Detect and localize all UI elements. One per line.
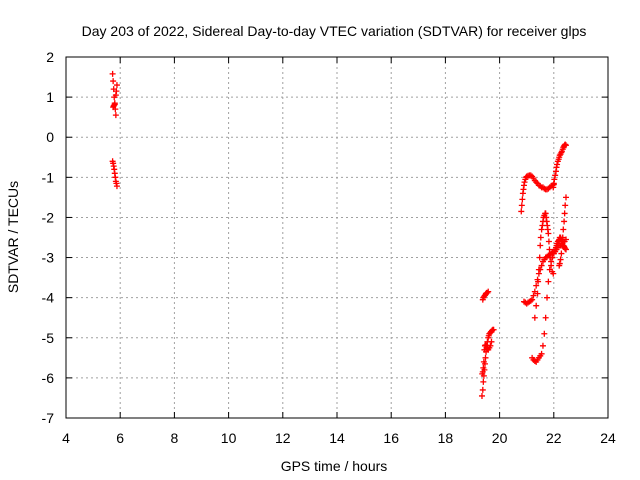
data-point xyxy=(530,292,537,299)
data-point xyxy=(545,230,552,237)
data-point xyxy=(545,278,552,285)
data-point xyxy=(552,172,559,179)
y-tick-label: -1 xyxy=(42,169,55,185)
data-point xyxy=(538,262,545,269)
x-tick-label: 6 xyxy=(116,430,124,446)
data-point xyxy=(111,101,118,108)
x-tick-label: 24 xyxy=(600,430,616,446)
data-points xyxy=(109,70,569,399)
data-point xyxy=(113,82,120,89)
data-point xyxy=(562,141,569,148)
data-point xyxy=(546,246,553,253)
data-point xyxy=(481,346,488,353)
x-tick-label: 18 xyxy=(438,430,454,446)
y-tick-label: 1 xyxy=(46,89,54,105)
data-point xyxy=(480,358,487,365)
x-tick-label: 22 xyxy=(546,430,562,446)
x-tick-label: 4 xyxy=(62,430,70,446)
y-tick-label: -6 xyxy=(42,370,55,386)
data-point xyxy=(110,78,117,85)
data-point xyxy=(556,262,563,269)
y-tick-labels: 2 1 0 -1 -2 -3 -4 -5 -6 -7 xyxy=(42,49,55,426)
data-point xyxy=(548,262,555,269)
data-point xyxy=(558,242,565,249)
data-point xyxy=(542,314,549,321)
data-point xyxy=(554,161,561,168)
y-tick-label: -3 xyxy=(42,250,55,266)
data-point xyxy=(541,330,548,337)
data-point xyxy=(535,278,542,285)
data-point xyxy=(539,342,546,349)
x-tick-label: 12 xyxy=(275,430,291,446)
data-point xyxy=(518,208,525,215)
data-point xyxy=(485,288,492,295)
data-point xyxy=(561,210,568,217)
y-tick-label: 2 xyxy=(46,49,54,65)
data-point xyxy=(529,296,536,303)
data-point xyxy=(562,202,569,209)
y-tick-label: -5 xyxy=(42,330,55,346)
data-point xyxy=(559,234,566,241)
y-tick-label: -4 xyxy=(42,290,55,306)
data-point xyxy=(113,183,120,190)
data-point xyxy=(490,326,497,333)
y-tick-label: -2 xyxy=(42,209,55,225)
data-point xyxy=(484,289,491,296)
data-point xyxy=(534,290,541,297)
data-point xyxy=(531,314,538,321)
y-tick-label: 0 xyxy=(46,129,54,145)
data-point xyxy=(112,112,119,119)
data-point xyxy=(113,88,120,95)
data-point xyxy=(535,266,542,273)
data-point xyxy=(482,354,489,361)
data-point xyxy=(537,234,544,241)
data-point xyxy=(538,350,545,357)
data-point xyxy=(488,338,495,345)
x-tick-label: 16 xyxy=(383,430,399,446)
y-axis-title: SDTVAR / TECUs xyxy=(5,181,21,293)
data-point xyxy=(533,302,540,309)
x-tick-label: 10 xyxy=(221,430,237,446)
grid xyxy=(66,57,608,418)
data-point xyxy=(484,346,491,353)
data-point xyxy=(479,370,486,377)
x-tick-label: 8 xyxy=(171,430,179,446)
data-point xyxy=(519,196,526,203)
data-point xyxy=(561,218,568,225)
data-point xyxy=(478,392,485,399)
data-point xyxy=(562,245,569,252)
data-point xyxy=(544,294,551,301)
x-tick-label: 14 xyxy=(329,430,345,446)
data-point xyxy=(560,226,567,233)
data-point xyxy=(557,256,564,263)
x-tick-label: 20 xyxy=(492,430,508,446)
data-point xyxy=(538,226,545,233)
data-point xyxy=(547,254,554,261)
data-point xyxy=(550,270,557,277)
data-point xyxy=(551,176,558,183)
data-point xyxy=(480,378,487,385)
data-point xyxy=(109,70,116,77)
data-point xyxy=(521,179,528,186)
data-point xyxy=(562,142,569,149)
data-point xyxy=(558,250,565,257)
chart-title: Day 203 of 2022, Sidereal Day-to-day VTE… xyxy=(82,23,587,39)
axis-ticks xyxy=(65,56,609,419)
x-axis-title: GPS time / hours xyxy=(281,458,388,474)
data-point xyxy=(545,238,552,245)
data-point xyxy=(537,242,544,249)
data-point xyxy=(562,246,569,253)
y-tick-label: -7 xyxy=(42,410,55,426)
data-point xyxy=(536,254,543,261)
data-point xyxy=(479,386,486,393)
data-point xyxy=(518,202,525,209)
data-point xyxy=(533,282,540,289)
data-point xyxy=(562,194,569,201)
x-tick-labels: 4 6 8 10 12 14 16 18 20 22 24 xyxy=(62,430,616,446)
